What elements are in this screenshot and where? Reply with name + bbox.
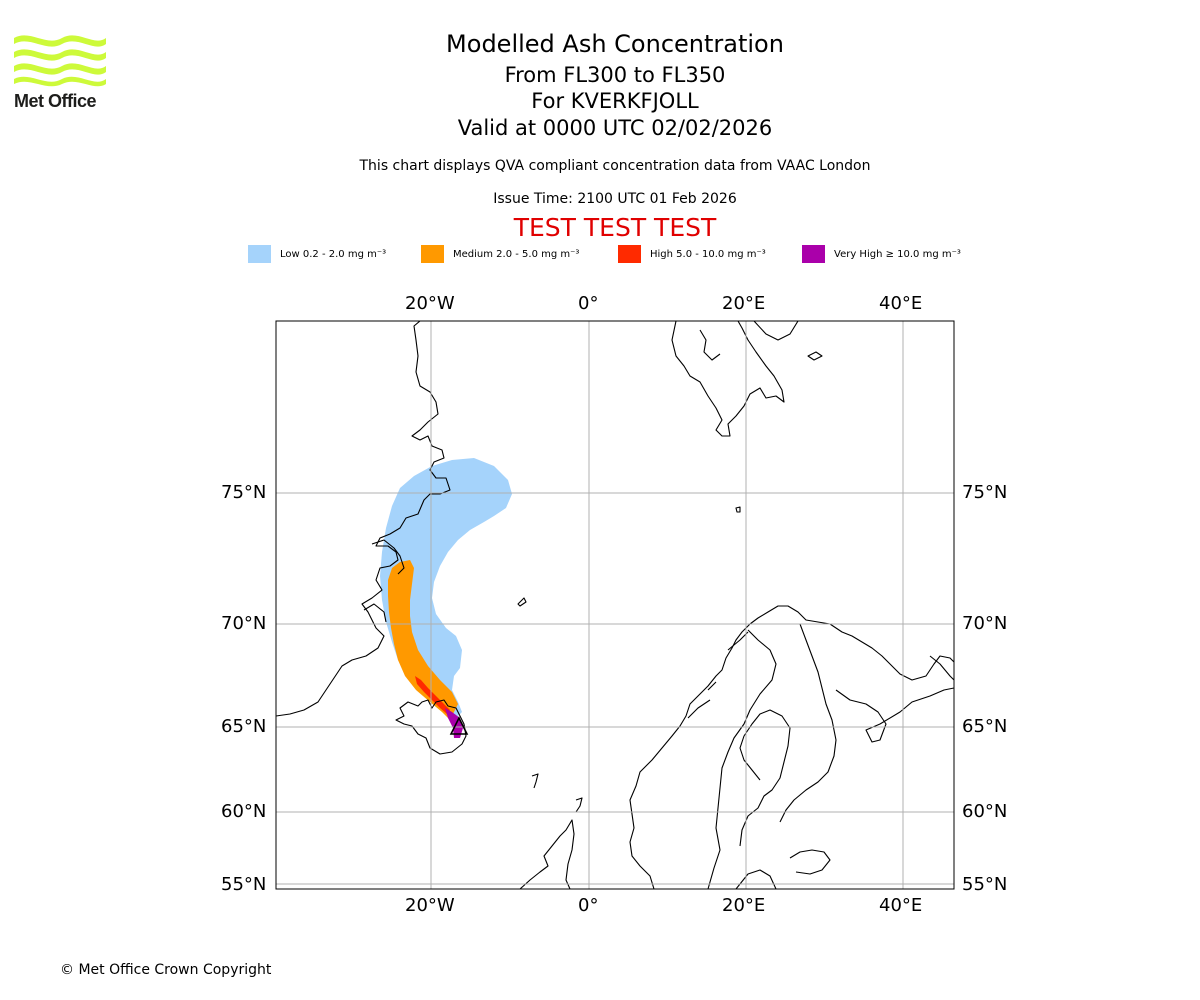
- bear-island: [735, 506, 741, 513]
- lon-label-top-40e: 40°E: [879, 293, 923, 314]
- legend-label-high: High 5.0 - 10.0 mg m⁻³: [650, 248, 766, 260]
- lat-label-right-65n: 65°N: [962, 716, 1008, 737]
- legend-label-medium: Medium 2.0 - 5.0 mg m⁻³: [453, 248, 580, 260]
- sweden-border: [707, 629, 777, 889]
- legend-label-low: Low 0.2 - 2.0 mg m⁻³: [280, 248, 387, 260]
- lat-label-right-55n: 55°N: [962, 874, 1008, 895]
- issue-time: Issue Time: 2100 UTC 01 Feb 2026: [493, 191, 737, 207]
- estonia-coast: [789, 849, 831, 875]
- legend-item-medium: Medium 2.0 - 5.0 mg m⁻³: [421, 243, 579, 265]
- legend-item-low: Low 0.2 - 2.0 mg m⁻³: [248, 243, 386, 265]
- lon-label-bottom-20e: 20°E: [722, 895, 766, 916]
- met-office-logo-text: Met Office: [14, 91, 97, 111]
- svalbard-islet: [807, 351, 823, 361]
- met-office-waves-icon: [14, 35, 106, 87]
- faroe-islands: [531, 773, 539, 789]
- flight-level-range: From FL300 to FL350: [504, 63, 726, 87]
- finland-border: [779, 623, 837, 823]
- greenland-fjord-1: [371, 539, 405, 575]
- lat-label-left-75n: 75°N: [221, 482, 267, 503]
- svalbard-fjord: [699, 329, 721, 361]
- chart-description: This chart displays QVA compliant concen…: [359, 158, 871, 174]
- copyright-notice: © Met Office Crown Copyright: [60, 962, 272, 978]
- legend-swatch-medium: [421, 245, 444, 263]
- norway-coast: [629, 605, 954, 889]
- gridlines: [276, 321, 954, 889]
- lon-label-bottom-20w: 20°W: [405, 895, 455, 916]
- test-banner: TEST TEST TEST: [513, 213, 717, 242]
- lat-label-right-70n: 70°N: [962, 613, 1008, 634]
- lat-label-left-60n: 60°N: [221, 801, 267, 822]
- lon-label-bottom-0: 0°: [578, 895, 599, 916]
- concentration-legend: Low 0.2 - 2.0 mg m⁻³ Medium 2.0 - 5.0 mg…: [0, 243, 1200, 265]
- map-background: [276, 321, 954, 889]
- lon-label-top-0: 0°: [578, 293, 599, 314]
- white-sea: [835, 687, 954, 743]
- lon-label-bottom-40e: 40°E: [879, 895, 923, 916]
- legend-label-very-high: Very High ≥ 10.0 mg m⁻³: [834, 248, 961, 260]
- met-office-logo: Met Office: [14, 30, 109, 115]
- lon-label-top-20w: 20°W: [405, 293, 455, 314]
- iceland-coast: [395, 699, 467, 755]
- jan-mayen: [517, 597, 527, 607]
- ash-medium-concentration: [388, 560, 458, 720]
- legend-swatch-low: [248, 245, 271, 263]
- lat-label-right-75n: 75°N: [962, 482, 1008, 503]
- legend-swatch-very-high: [802, 245, 825, 263]
- baltic-coast: [735, 869, 777, 889]
- lat-label-right-60n: 60°N: [962, 801, 1008, 822]
- shetland: [575, 797, 583, 813]
- ash-high-concentration: [415, 676, 450, 714]
- lat-label-left-55n: 55°N: [221, 874, 267, 895]
- legend-swatch-high: [618, 245, 641, 263]
- valid-time: Valid at 0000 UTC 02/02/2026: [457, 116, 773, 140]
- volcano-marker-icon: [449, 716, 469, 735]
- lat-label-left-70n: 70°N: [221, 613, 267, 634]
- map-frame: [275, 320, 955, 890]
- legend-item-very-high: Very High ≥ 10.0 mg m⁻³: [802, 243, 961, 265]
- volcano-name: For KVERKFJOLL: [531, 89, 699, 113]
- greenland-fjord-2: [363, 603, 387, 623]
- lon-label-top-20e: 20°E: [722, 293, 766, 314]
- legend-item-high: High 5.0 - 10.0 mg m⁻³: [618, 243, 766, 265]
- scotland-coast: [519, 819, 575, 889]
- lat-label-left-65n: 65°N: [221, 716, 267, 737]
- chart-title: Modelled Ash Concentration: [446, 30, 784, 58]
- bothnia-coast: [739, 709, 791, 847]
- kola-coast: [929, 655, 954, 681]
- svalbard-west: [671, 321, 785, 437]
- ash-very-high-concentration: [445, 708, 463, 738]
- norway-fjords: [687, 631, 749, 719]
- svalbard-east: [753, 321, 799, 341]
